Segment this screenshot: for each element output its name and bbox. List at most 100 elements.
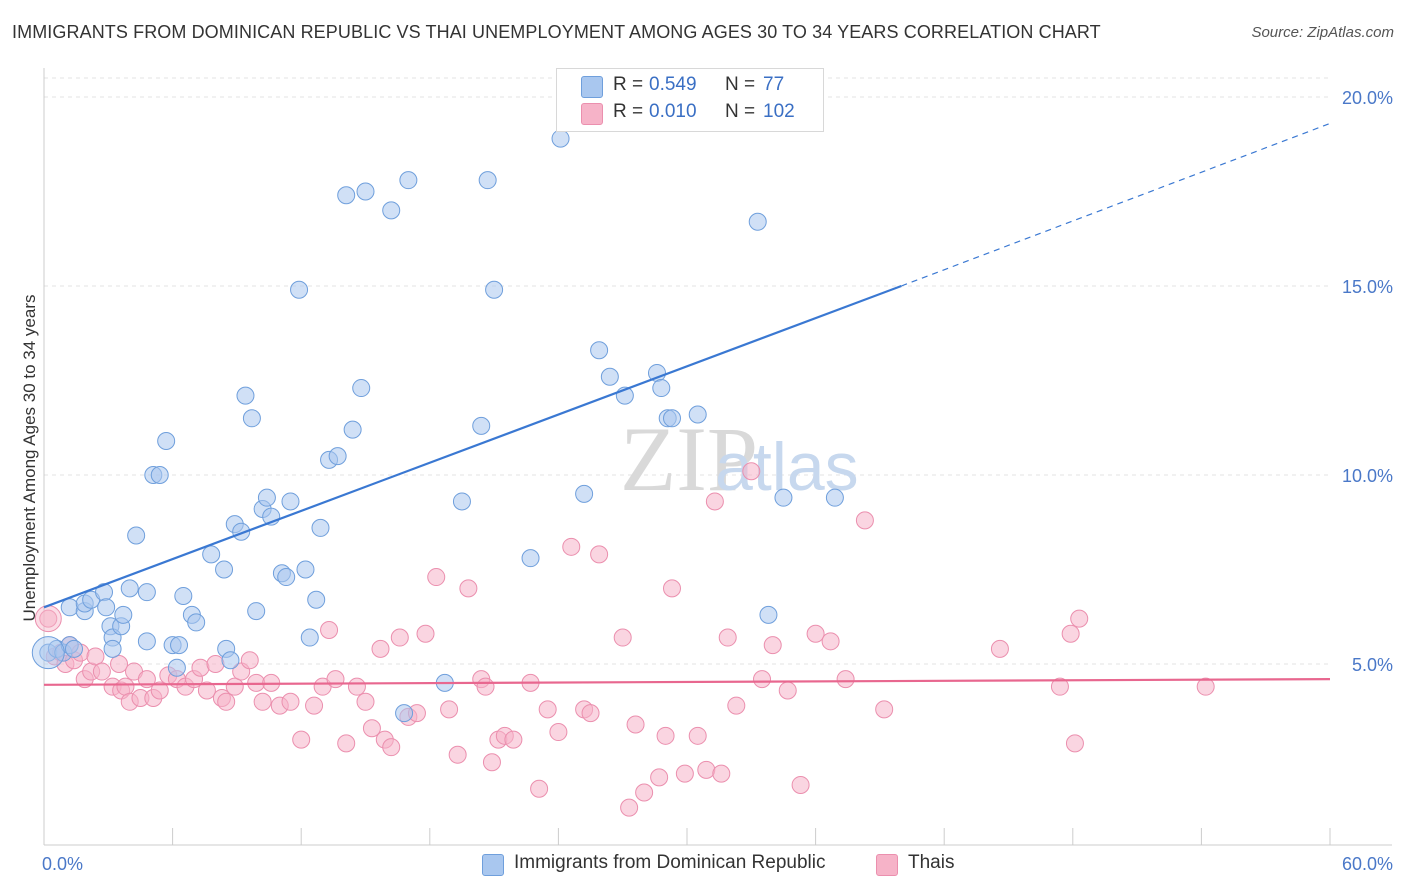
thais-point xyxy=(806,624,825,643)
dominican-point xyxy=(307,590,326,609)
legend-r-label: R = xyxy=(613,101,644,122)
dominican-point xyxy=(114,605,133,624)
thais-point xyxy=(427,568,446,587)
thais-point xyxy=(482,753,501,772)
thais-point xyxy=(356,692,375,711)
legend-r-value: 0.010 xyxy=(649,101,697,122)
dominican-point xyxy=(137,583,156,602)
dominican-point xyxy=(399,171,418,190)
dominican-point xyxy=(236,386,255,405)
dominican-trend-extension xyxy=(901,122,1331,287)
legend-n-label: N = xyxy=(725,74,756,95)
thais-point xyxy=(855,511,874,530)
dominican-point xyxy=(688,405,707,424)
thais-point xyxy=(191,658,210,677)
dominican-point xyxy=(277,568,296,587)
thais-point xyxy=(778,681,797,700)
thais-point xyxy=(705,492,724,511)
thais-point xyxy=(1196,677,1215,696)
dominican-point xyxy=(103,639,122,658)
thais-point xyxy=(836,670,855,689)
y-tick-label: 10.0% xyxy=(1342,466,1393,486)
thais-point xyxy=(821,632,840,651)
tick-labels: 5.0% 10.0% 15.0% 20.0% 0.0% 60.0% xyxy=(42,88,1393,874)
dominican-point xyxy=(215,560,234,579)
thais-point xyxy=(225,677,244,696)
thais-point xyxy=(371,639,390,658)
thais-point xyxy=(675,764,694,783)
dominican-point xyxy=(759,605,778,624)
dominican-point xyxy=(170,636,189,655)
dominican-point xyxy=(590,341,609,360)
dominican-point xyxy=(187,613,206,632)
dominican-point xyxy=(395,704,414,723)
thais-point xyxy=(635,783,654,802)
thais-point xyxy=(1070,609,1089,628)
thais-point xyxy=(581,704,600,723)
dominican-point xyxy=(825,488,844,507)
thais-point xyxy=(688,726,707,745)
correlation-legend: R = 0.549 N = 77 R = 0.010 N = 102 xyxy=(556,68,824,132)
bottom-legend-label: Thais xyxy=(908,852,955,873)
thais-point xyxy=(92,662,111,681)
dominican-point xyxy=(202,545,221,564)
dominican-point xyxy=(65,639,84,658)
thais-point xyxy=(662,579,681,598)
thais-point xyxy=(562,537,581,556)
thais-point xyxy=(742,462,761,481)
thais-point xyxy=(712,764,731,783)
dominican-point xyxy=(296,560,315,579)
dominican-point xyxy=(60,598,79,617)
axes xyxy=(43,68,1392,846)
dominican-point xyxy=(97,598,116,617)
thais-point xyxy=(530,779,549,798)
grid-lines xyxy=(44,77,1330,665)
dominican-point xyxy=(328,447,347,466)
y-tick-label: 5.0% xyxy=(1352,655,1393,675)
dominican-point xyxy=(774,488,793,507)
dominican-point xyxy=(356,182,375,201)
trend-lines xyxy=(43,122,1331,686)
dominican-point xyxy=(352,379,371,398)
thais-point xyxy=(337,734,356,753)
thais-point xyxy=(292,730,311,749)
legend-n-value: 102 xyxy=(763,101,795,122)
thais-point xyxy=(240,651,259,670)
series-thais-points xyxy=(34,462,1215,817)
dominican-point xyxy=(337,186,356,205)
thais-point xyxy=(116,677,135,696)
thais-point xyxy=(206,655,225,673)
thais-point xyxy=(253,692,272,711)
thais-point xyxy=(476,677,495,696)
series-dominican-points xyxy=(31,129,844,723)
legend-swatch-blue xyxy=(581,76,603,98)
thais-point xyxy=(697,760,716,779)
thais-point xyxy=(1050,677,1069,696)
dominican-point xyxy=(167,658,186,677)
thais-point xyxy=(390,628,409,647)
legend-n-value: 77 xyxy=(763,74,785,95)
dominican-point xyxy=(551,129,570,148)
thais-point xyxy=(416,624,435,643)
thais-point xyxy=(753,670,772,689)
dominican-point xyxy=(343,420,362,439)
thais-point xyxy=(549,723,568,742)
thais-point xyxy=(613,628,632,647)
thais-point xyxy=(440,700,459,719)
thais-point xyxy=(86,647,105,666)
dominican-point xyxy=(485,280,504,299)
thais-point xyxy=(538,700,557,719)
thais-point xyxy=(990,639,1009,658)
thais-point xyxy=(1061,624,1080,643)
legend-swatch-pink xyxy=(581,103,603,125)
dominican-point xyxy=(137,632,156,651)
x-tick-label: 60.0% xyxy=(1342,854,1393,874)
dominican-point-large xyxy=(31,636,65,670)
x-tick-label: 0.0% xyxy=(42,854,83,874)
thais-point xyxy=(347,677,366,696)
bottom-legend-swatch-pink xyxy=(876,854,898,876)
thais-point xyxy=(281,692,300,711)
thais-point xyxy=(875,700,894,719)
thais-point xyxy=(150,681,169,700)
thais-point xyxy=(590,545,609,564)
